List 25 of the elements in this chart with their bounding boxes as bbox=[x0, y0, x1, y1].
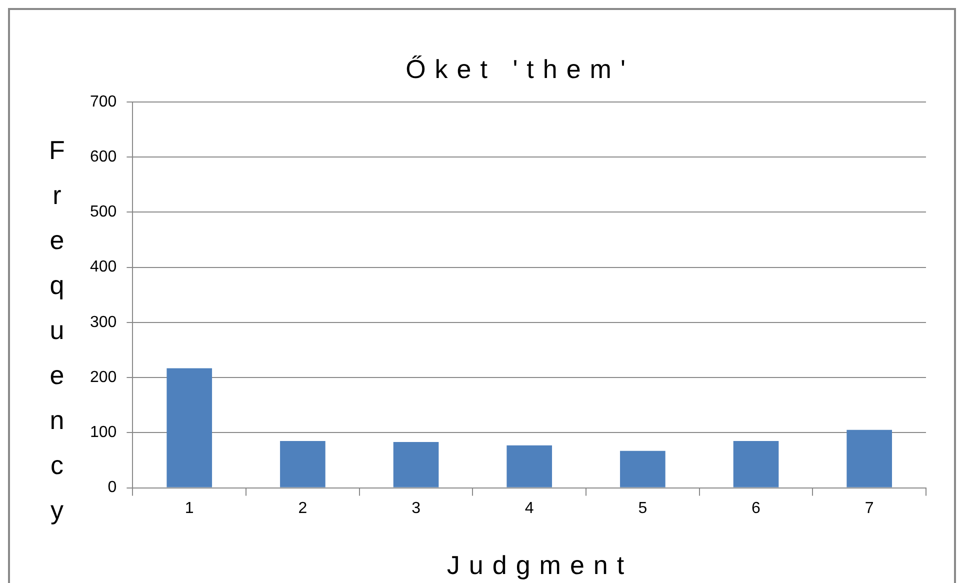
y-tick-label: 300 bbox=[90, 314, 117, 331]
x-tick-label: 1 bbox=[184, 500, 194, 517]
y-tick-label: 100 bbox=[90, 424, 117, 442]
bar bbox=[846, 430, 892, 488]
chart-title: Őket 'them' bbox=[404, 54, 636, 85]
y-tick-label: 0 bbox=[108, 479, 117, 496]
text: Frequency bbox=[49, 135, 65, 525]
bar bbox=[733, 440, 779, 488]
bar bbox=[166, 368, 212, 488]
x-tick-label: 7 bbox=[864, 500, 874, 517]
y-tick-label: 500 bbox=[90, 204, 117, 221]
y-tick-label: 700 bbox=[90, 93, 117, 110]
bar bbox=[393, 442, 439, 488]
x-tick-label: 3 bbox=[412, 500, 421, 517]
x-tick-label: 6 bbox=[752, 500, 761, 517]
bar bbox=[280, 440, 326, 488]
bar bbox=[620, 450, 666, 488]
y-tick-label: 200 bbox=[90, 368, 117, 386]
x-tick-label: 5 bbox=[638, 500, 648, 517]
bar bbox=[506, 445, 552, 488]
x-tick-label: 2 bbox=[298, 500, 308, 517]
x-tick-label: 4 bbox=[524, 500, 534, 517]
y-tick-label: 400 bbox=[90, 258, 117, 276]
y-tick-label: 600 bbox=[90, 148, 117, 166]
x-axis-title: Judgment bbox=[446, 550, 634, 581]
